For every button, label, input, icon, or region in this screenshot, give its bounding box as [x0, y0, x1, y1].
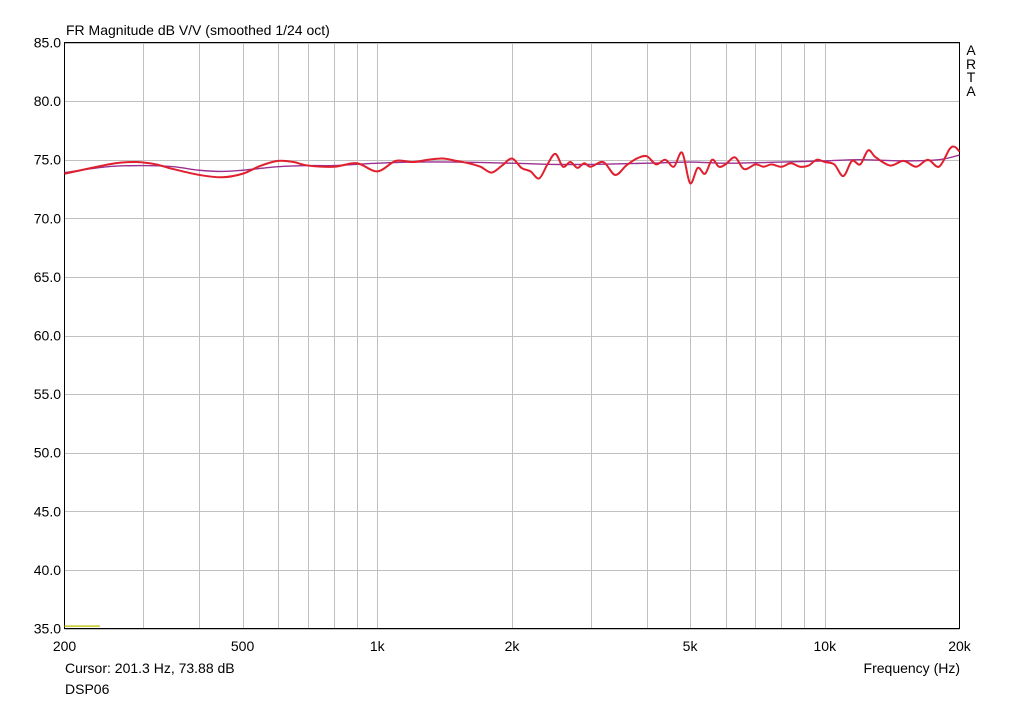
- x-axis-label: Frequency (Hz): [863, 660, 960, 676]
- y-tick-label: 50.0: [34, 445, 61, 461]
- y-tick-label: 55.0: [34, 386, 61, 402]
- y-tick-label: 70.0: [34, 210, 61, 226]
- brand-letter: A: [966, 82, 976, 99]
- x-tick-label: 200: [53, 638, 77, 654]
- y-tick-label: 40.0: [34, 562, 61, 578]
- y-tick-label: 45.0: [34, 503, 61, 519]
- x-tick-label: 500: [231, 638, 255, 654]
- x-tick-label: 1k: [370, 638, 386, 654]
- plot-frame: [64, 42, 960, 629]
- y-tick-label: 80.0: [34, 93, 61, 109]
- series-curves: [64, 145, 961, 627]
- trace-name: DSP06: [65, 681, 110, 697]
- y-tick-label: 60.0: [34, 328, 61, 344]
- brand-letter: A: [966, 42, 976, 58]
- series-line-0: [64, 145, 961, 185]
- cursor-readout: Cursor: 201.3 Hz, 73.88 dB: [65, 660, 235, 676]
- arta-brand: A R T A: [964, 42, 978, 99]
- grid-lines: [64, 42, 960, 630]
- y-tick-label: 65.0: [34, 269, 61, 285]
- y-tick-label: 75.0: [34, 152, 61, 168]
- y-tick-label: 85.0: [34, 35, 61, 51]
- x-tick-label: 2k: [505, 638, 521, 654]
- x-tick-labels: 200 500 1k 2k 5k 10k 20k: [53, 638, 972, 654]
- y-tick-label: 35.0: [34, 621, 61, 637]
- chart-title: FR Magnitude dB V/V (smoothed 1/24 oct): [66, 22, 330, 38]
- brand-letter: T: [966, 69, 976, 85]
- y-tick-labels: 35.0 40.0 45.0 50.0 55.0 60.0 65.0 70.0 75.0 80.0…: [34, 35, 61, 637]
- brand-letter: R: [965, 55, 977, 72]
- x-tick-label: 5k: [683, 638, 699, 654]
- x-tick-label: 10k: [814, 638, 838, 654]
- series-line-1: [64, 154, 960, 174]
- x-tick-label: 20k: [948, 638, 972, 654]
